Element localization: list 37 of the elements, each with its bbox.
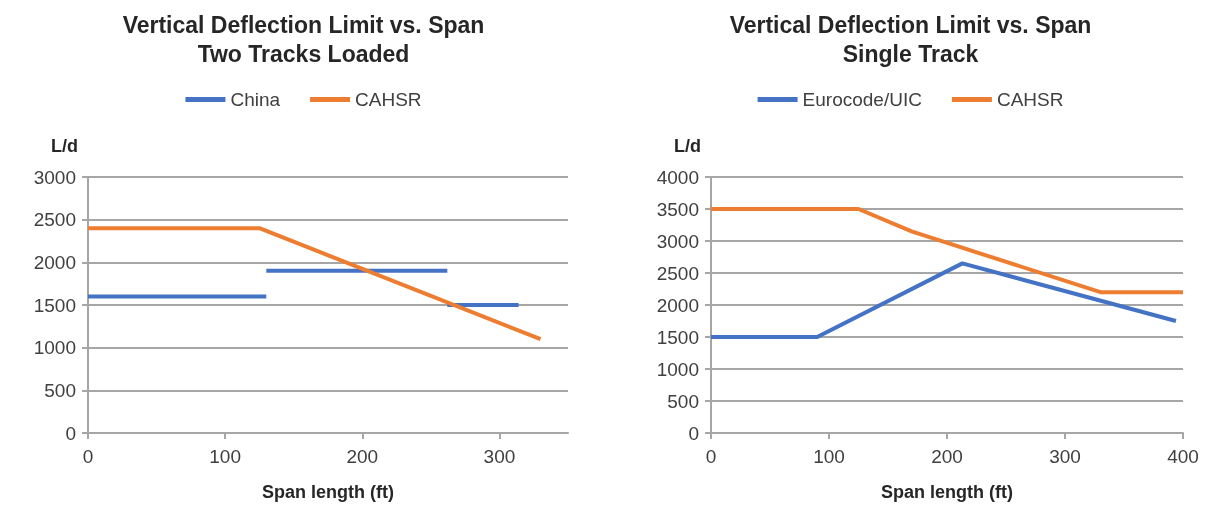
x-tick-label: 100	[813, 446, 845, 467]
y-tick-label: 500	[667, 390, 699, 412]
x-tick-label: 0	[705, 446, 717, 467]
y-tick-label: 0	[65, 422, 76, 444]
x-tick-label: 200	[931, 446, 963, 467]
y-tick-label: 1000	[656, 358, 699, 380]
chart-subtitle: Single Track	[842, 40, 979, 67]
y-tick-label: 1500	[656, 326, 699, 348]
x-tick-label: 200	[346, 446, 379, 467]
x-tick-label: 300	[1049, 446, 1081, 467]
y-axis-title: L/d	[674, 136, 701, 156]
x-tick-label: 300	[483, 446, 516, 467]
y-tick-label: 0	[688, 422, 699, 444]
y-tick-label: 500	[44, 379, 76, 401]
y-tick-label: 1000	[33, 337, 76, 359]
y-axis-title: L/d	[51, 136, 78, 156]
legend-label: Eurocode/UIC	[802, 89, 922, 110]
legend-label: China	[230, 89, 281, 110]
y-tick-label: 1500	[33, 294, 76, 316]
y-tick-label: 2000	[656, 294, 699, 316]
y-tick-label: 2500	[33, 209, 76, 231]
x-tick-label: 400	[1167, 446, 1199, 467]
chart-title: Vertical Deflection Limit vs. Span	[122, 11, 485, 38]
x-axis-title: Span length (ft)	[262, 482, 394, 502]
chart-subtitle: Two Tracks Loaded	[197, 40, 410, 67]
y-tick-label: 4000	[656, 166, 699, 188]
legend-label: CAHSR	[996, 89, 1064, 110]
legend-label: CAHSR	[355, 89, 422, 110]
x-tick-label: 0	[82, 446, 94, 467]
y-tick-label: 3500	[656, 198, 699, 220]
y-tick-label: 3000	[656, 230, 699, 252]
y-tick-label: 2500	[656, 262, 699, 284]
y-tick-label: 2000	[33, 251, 76, 273]
y-tick-label: 3000	[33, 166, 76, 188]
x-axis-title: Span length (ft)	[881, 482, 1013, 502]
x-tick-label: 100	[209, 446, 241, 467]
chart-title: Vertical Deflection Limit vs. Span	[729, 11, 1092, 38]
